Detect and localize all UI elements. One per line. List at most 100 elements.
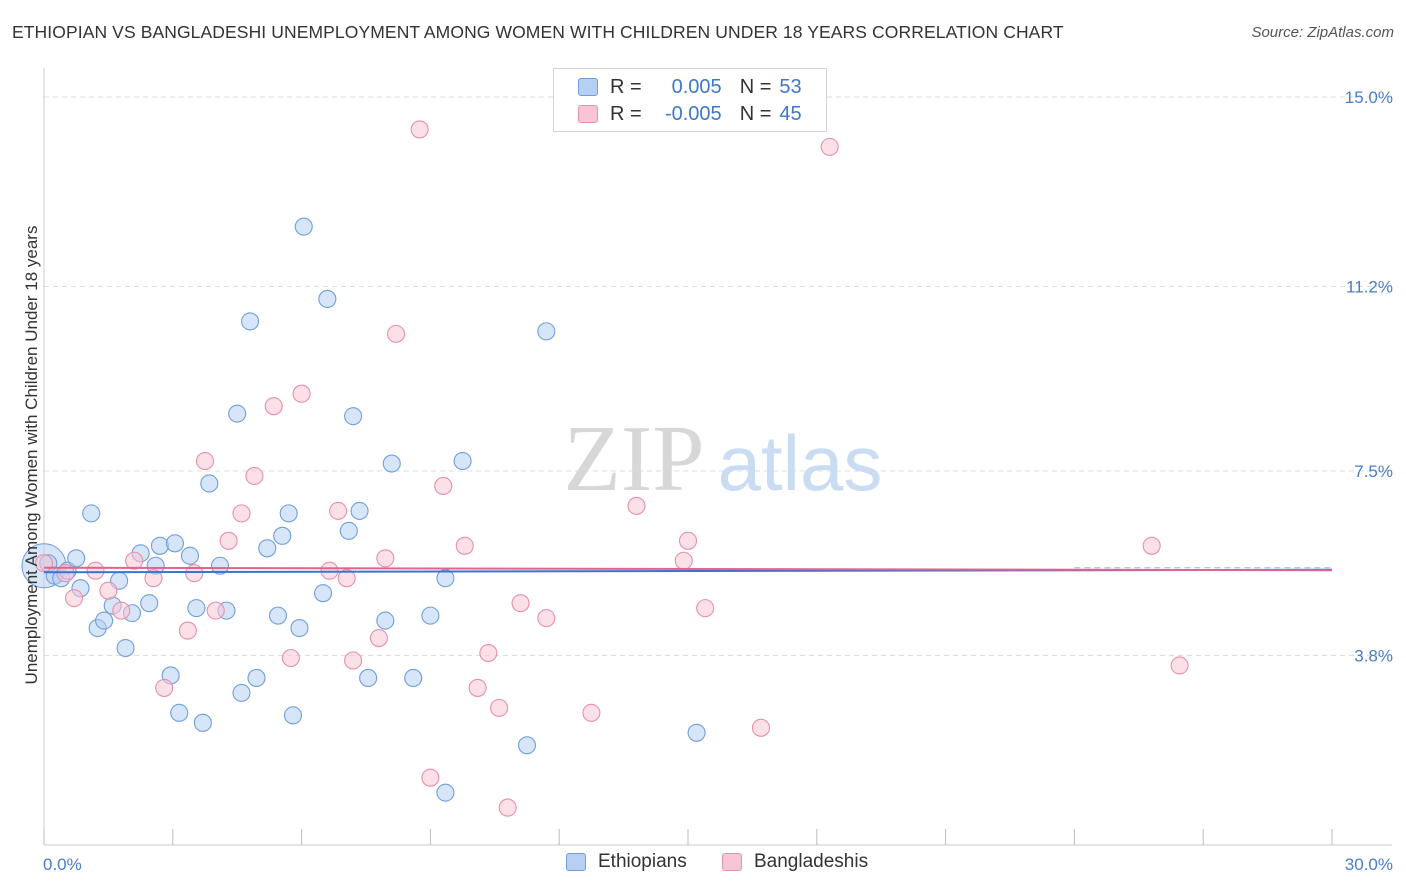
point-bangladeshis <box>1142 536 1161 555</box>
point-bangladeshis <box>627 496 646 515</box>
point-bangladeshis <box>434 476 453 496</box>
point-ethiopians <box>228 404 247 423</box>
point-bangladeshis <box>421 768 440 787</box>
point-bangladeshis <box>696 599 715 618</box>
r-label: R = <box>610 75 642 98</box>
y-tick-label: 15.0% <box>1345 88 1393 107</box>
n-value-ethiopians: 53 <box>779 75 802 98</box>
point-ethiopians <box>382 454 401 473</box>
point-bangladeshis <box>369 629 388 648</box>
point-ethiopians <box>294 217 313 236</box>
point-bangladeshis <box>479 643 498 663</box>
point-ethiopians <box>232 683 251 702</box>
correlation-legend: R = 0.005 N = 53 R = -0.005 N = 45 <box>553 68 827 132</box>
point-bangladeshis <box>86 561 105 580</box>
series-legend: Ethiopians Bangladeshis <box>0 851 1406 879</box>
point-ethiopians <box>193 713 212 732</box>
point-bangladeshis <box>498 798 517 817</box>
point-bangladeshis <box>387 324 406 343</box>
point-ethiopians <box>339 521 358 540</box>
point-ethiopians <box>687 723 706 742</box>
point-bangladeshis <box>56 564 75 583</box>
point-bangladeshis <box>751 718 771 737</box>
point-ethiopians <box>150 536 169 555</box>
point-ethiopians <box>290 619 309 638</box>
trend-line-bangladeshis <box>43 566 1333 572</box>
point-bangladeshis <box>468 678 487 697</box>
point-ethiopians <box>170 703 189 722</box>
point-bangladeshis <box>410 120 429 139</box>
legend-row-ethiopians: R = 0.005 N = 53 <box>578 75 802 99</box>
source-credit: Source: ZipAtlas.com <box>1251 24 1394 41</box>
y-axis-label: Unemployment Among Women with Children U… <box>22 226 41 685</box>
point-ethiopians <box>268 606 288 625</box>
point-ethiopians <box>247 668 266 687</box>
bangladeshis-swatch <box>578 105 598 123</box>
point-bangladeshis <box>292 384 311 403</box>
point-ethiopians <box>436 783 455 802</box>
point-ethiopians <box>210 556 230 575</box>
point-bangladeshis <box>264 397 283 416</box>
point-bangladeshis <box>329 501 348 520</box>
point-ethiopians <box>67 549 86 568</box>
axes <box>43 68 1392 846</box>
point-bangladeshis <box>490 698 509 717</box>
y-tick-label: 11.2% <box>1346 277 1393 296</box>
point-ethiopians <box>421 606 440 625</box>
point-ethiopians <box>95 611 114 630</box>
point-ethiopians <box>258 539 277 558</box>
r-label: R = <box>610 102 642 125</box>
watermark-zip: ZIP <box>564 407 705 511</box>
chart-title: ETHIOPIAN VS BANGLADESHI UNEMPLOYMENT AM… <box>12 22 1064 42</box>
point-bangladeshis <box>144 569 163 588</box>
point-bangladeshis <box>125 551 144 570</box>
r-value-bangladeshis: -0.005 <box>664 102 722 125</box>
point-ethiopians <box>180 546 200 565</box>
y-tick-label: 3.8% <box>1354 647 1393 666</box>
point-bangladeshis <box>65 589 84 608</box>
point-ethiopians <box>279 504 298 523</box>
point-bangladeshis <box>674 551 693 570</box>
legend-item-bangladeshis: Bangladeshis <box>722 851 868 873</box>
point-bangladeshis <box>178 621 197 640</box>
point-bangladeshis <box>820 137 839 156</box>
y-tick-labels: 3.8% 7.5% 11.2% 15.0% <box>1345 88 1393 666</box>
legend-label-bangladeshis: Bangladeshis <box>754 851 869 872</box>
point-bangladeshis <box>281 648 300 668</box>
trend-lines <box>43 566 1333 574</box>
point-bangladeshis <box>206 601 225 620</box>
legend-row-bangladeshis: R = -0.005 N = 45 <box>578 102 802 126</box>
point-bangladeshis <box>344 651 363 670</box>
point-bangladeshis <box>455 536 474 555</box>
ethiopians-legend-swatch <box>566 853 586 871</box>
bangladeshis-legend-swatch <box>722 853 742 871</box>
x-tick-label-max: 30.0% <box>1345 855 1393 874</box>
point-ethiopians <box>517 736 537 755</box>
point-ethiopians <box>453 451 472 471</box>
point-ethiopians <box>283 706 303 725</box>
point-ethiopians <box>359 668 378 687</box>
n-value-bangladeshis: 45 <box>779 102 802 125</box>
ethiopians-swatch <box>578 78 598 96</box>
y-tick-label: 7.5% <box>1354 462 1393 481</box>
point-bangladeshis <box>537 609 556 628</box>
point-ethiopians <box>187 599 206 618</box>
point-ethiopians <box>165 534 184 553</box>
point-ethiopians <box>273 526 292 545</box>
point-ethiopians <box>344 407 363 426</box>
legend-label-ethiopians: Ethiopians <box>598 851 687 872</box>
point-ethiopians <box>376 611 395 630</box>
point-ethiopians <box>314 584 333 603</box>
point-bangladeshis <box>376 549 395 568</box>
point-ethiopians <box>537 322 556 341</box>
point-ethiopians <box>116 638 135 658</box>
point-bangladeshis <box>195 451 215 471</box>
point-bangladeshis <box>232 504 251 523</box>
point-bangladeshis <box>511 594 530 613</box>
point-ethiopians <box>140 594 159 613</box>
r-value-ethiopians: 0.005 <box>671 75 722 98</box>
point-bangladeshis <box>155 678 174 697</box>
point-ethiopians <box>436 569 455 588</box>
point-bangladeshis <box>337 569 356 588</box>
